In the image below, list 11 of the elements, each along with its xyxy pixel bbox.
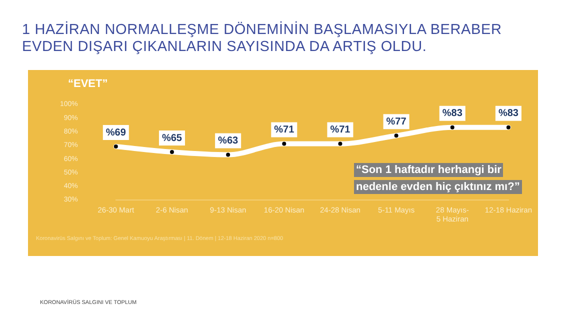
- text: “EVET”: [68, 78, 108, 90]
- data-label: %71: [330, 124, 351, 136]
- annotation: “Son 1 haftadır herhangi bir nedenle evden hiç çıktınız mı?”: [354, 163, 522, 194]
- data-label: %77: [386, 116, 407, 128]
- data-label: %83: [442, 108, 463, 120]
- data-label: %71: [274, 124, 295, 136]
- data-label: %65: [162, 132, 182, 144]
- data-label: %63: [218, 135, 239, 146]
- chart-title: 1 HAZİRAN NORMALLEŞME DÖNEMİNİN BAŞLAMASIYLA BERABER EVDEN DIŞARI ÇIKANLARIN SAYISINDA DA ARTIŞ OLDU.: [22, 22, 503, 56]
- data-label: %83: [498, 108, 519, 120]
- data-label: %69: [106, 127, 126, 138]
